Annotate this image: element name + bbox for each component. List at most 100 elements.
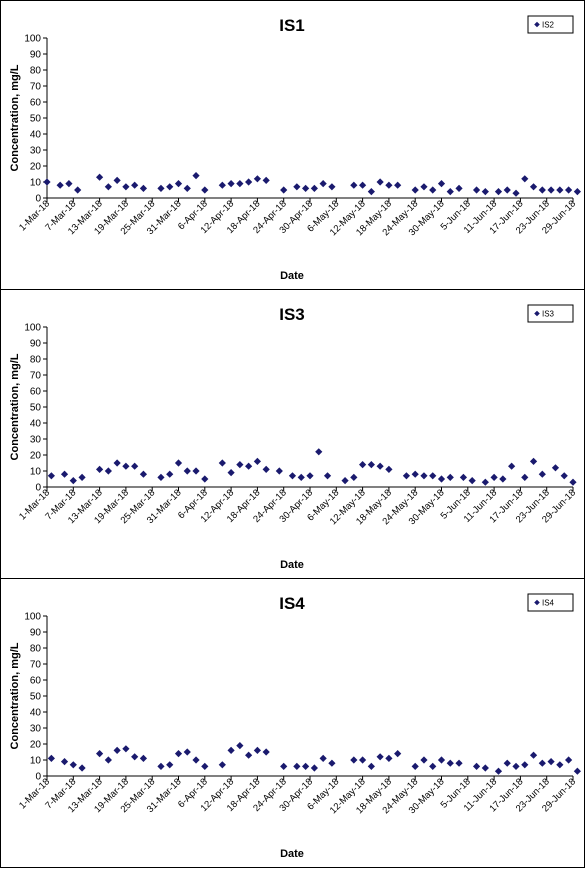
data-point xyxy=(183,184,191,192)
data-point xyxy=(437,756,446,764)
chart-title: IS3 xyxy=(279,305,305,324)
data-point xyxy=(253,457,261,465)
data-point xyxy=(174,750,183,758)
data-point xyxy=(192,172,200,180)
data-point xyxy=(122,183,130,191)
data-point xyxy=(508,462,516,470)
legend-label: IS4 xyxy=(542,599,555,608)
data-point xyxy=(131,462,139,470)
y-tick-label: 10 xyxy=(30,756,42,767)
data-point xyxy=(538,186,546,194)
data-point xyxy=(394,750,402,758)
data-point xyxy=(547,758,555,766)
data-point xyxy=(538,470,546,478)
data-point xyxy=(131,753,139,761)
data-point xyxy=(293,183,301,191)
chart-panel-is3: IS3 0 10 20 30 40 50 60 70 80 90 100 1-Mar-18 7-Mar-1… xyxy=(0,289,585,579)
y-tick-label: 50 xyxy=(30,692,42,703)
legend-label: IS2 xyxy=(542,21,555,30)
data-point xyxy=(494,188,503,196)
data-point xyxy=(166,761,174,769)
data-point xyxy=(183,467,191,475)
data-point xyxy=(157,762,165,770)
data-point xyxy=(385,465,393,473)
data-point xyxy=(262,176,270,184)
data-point xyxy=(367,188,375,196)
data-point xyxy=(367,461,375,469)
data-point xyxy=(411,470,419,478)
data-point xyxy=(481,188,489,196)
data-point xyxy=(459,473,468,481)
data-point xyxy=(323,472,332,480)
data-point xyxy=(446,188,454,196)
data-point xyxy=(376,753,384,761)
legend-label: IS3 xyxy=(542,310,555,319)
data-point xyxy=(529,457,538,465)
data-point xyxy=(78,473,86,481)
data-point xyxy=(359,461,367,469)
data-point xyxy=(280,762,288,770)
data-point xyxy=(310,184,318,192)
data-point xyxy=(139,754,148,762)
y-tick-label: 100 xyxy=(24,34,41,45)
data-point xyxy=(47,472,55,480)
data-point xyxy=(43,178,51,186)
data-point xyxy=(306,472,314,480)
y-tick-label: 50 xyxy=(30,114,42,125)
data-point xyxy=(96,465,104,473)
data-point xyxy=(503,759,511,767)
data-point xyxy=(245,462,253,470)
chart-svg: IS301020304050607080901001-Mar-187-Mar-1… xyxy=(9,304,578,571)
y-tick-label: 0 xyxy=(35,483,41,494)
data-point xyxy=(402,472,411,480)
x-axis-label: Date xyxy=(280,559,304,571)
data-point xyxy=(297,473,305,481)
data-point xyxy=(394,181,402,189)
data-point xyxy=(192,467,200,475)
legend-marker xyxy=(534,21,540,28)
y-tick-label: 70 xyxy=(30,371,42,382)
data-point xyxy=(192,756,200,764)
y-tick-label: 100 xyxy=(24,323,41,334)
data-point xyxy=(113,176,121,184)
y-tick-label: 40 xyxy=(30,130,42,141)
data-point xyxy=(262,465,270,473)
data-point xyxy=(472,762,481,770)
data-point xyxy=(565,756,573,764)
data-point xyxy=(494,767,503,775)
y-axis-label: Concentration, mg/L xyxy=(9,64,21,171)
y-tick-label: 0 xyxy=(35,772,41,783)
data-point xyxy=(280,186,288,194)
data-point xyxy=(113,459,121,467)
data-point xyxy=(310,764,318,772)
y-tick-label: 90 xyxy=(30,628,42,639)
data-point xyxy=(367,762,375,770)
chart-svg: IS101020304050607080901001-Mar-187-Mar-1… xyxy=(9,15,581,282)
data-point xyxy=(569,478,577,486)
data-point xyxy=(236,461,244,469)
data-point xyxy=(420,472,428,480)
y-tick-label: 80 xyxy=(30,355,42,366)
chart-panel-is1: IS1 0 10 20 30 40 50 60 70 80 90 100 1-Mar-18 7-Mar-1… xyxy=(0,0,585,290)
data-point xyxy=(350,181,358,189)
data-point xyxy=(481,764,489,772)
data-point xyxy=(236,180,244,188)
data-point xyxy=(512,762,520,770)
data-point xyxy=(376,178,384,186)
data-point xyxy=(521,175,529,183)
data-point xyxy=(328,759,336,767)
data-point xyxy=(538,759,546,767)
y-tick-label: 20 xyxy=(30,740,42,751)
y-tick-label: 100 xyxy=(24,612,41,623)
data-point xyxy=(319,180,327,188)
data-point xyxy=(60,758,69,766)
data-point xyxy=(499,475,507,483)
data-point xyxy=(201,475,209,483)
data-point xyxy=(218,181,226,189)
data-point xyxy=(350,473,358,481)
y-tick-label: 10 xyxy=(30,178,42,189)
data-point xyxy=(293,762,301,770)
data-point xyxy=(104,183,112,191)
data-point xyxy=(131,181,139,189)
y-tick-label: 60 xyxy=(30,98,42,109)
